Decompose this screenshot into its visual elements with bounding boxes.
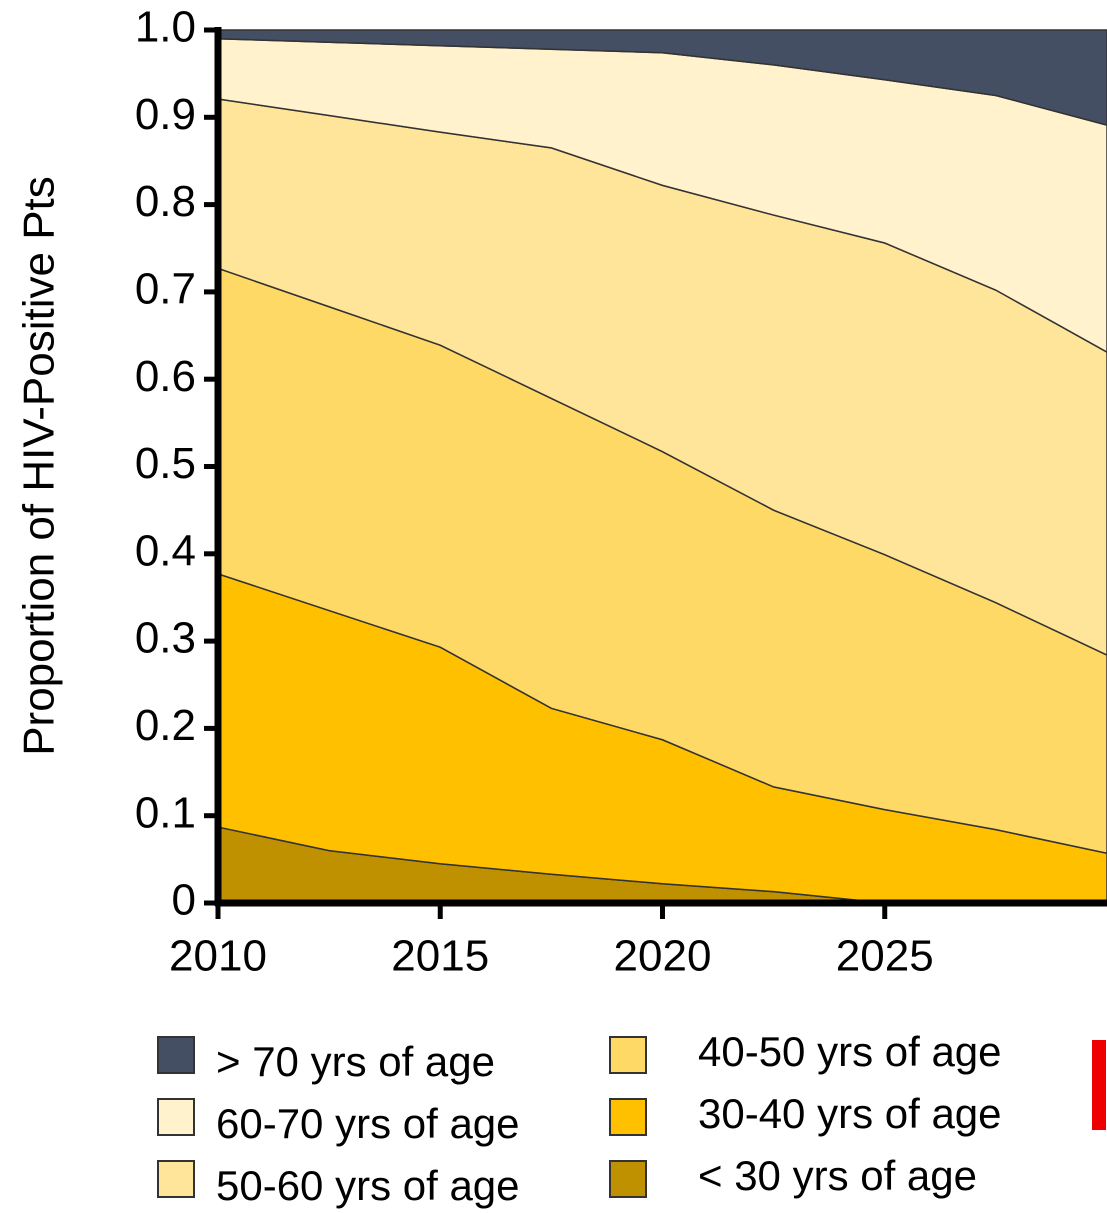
legend-swatch (609, 1160, 647, 1198)
legend-swatch (157, 1036, 195, 1074)
y-tick-label: 0.1 (135, 788, 196, 837)
y-axis-label: Proportion of HIV-Positive Pts (15, 176, 64, 756)
legend-label: 30-40 yrs of age (698, 1090, 1002, 1137)
y-tick-label: 0.7 (135, 265, 196, 314)
legend-swatch (157, 1160, 195, 1198)
legend-label: 60-70 yrs of age (216, 1100, 520, 1147)
x-tick-label: 2020 (614, 932, 712, 981)
y-tick-label: 0.9 (135, 90, 196, 139)
y-tick-label: 0.8 (135, 177, 196, 226)
y-tick-label: 0.3 (135, 614, 196, 663)
legend-swatch (609, 1036, 647, 1074)
y-tick-label: 0 (172, 876, 196, 925)
x-tick-label: 2010 (169, 932, 267, 981)
y-tick-label: 0.4 (135, 526, 196, 575)
legend-label: 50-60 yrs of age (216, 1162, 520, 1209)
x-tick-label: 2015 (391, 932, 489, 981)
y-tick-label: 0.5 (135, 439, 196, 488)
legend-label: 40-50 yrs of age (698, 1028, 1002, 1075)
legend-label: > 70 yrs of age (216, 1038, 495, 1085)
y-tick-label: 1.0 (135, 3, 196, 52)
y-tick-label: 0.2 (135, 701, 196, 750)
area (217, 29, 1107, 126)
decoration (1092, 1040, 1106, 1130)
x-tick-label: 2025 (836, 932, 934, 981)
legend-swatch (157, 1098, 195, 1136)
legend-label: < 30 yrs of age (698, 1152, 977, 1199)
y-tick-label: 0.6 (135, 352, 196, 401)
legend-swatch (609, 1098, 647, 1136)
